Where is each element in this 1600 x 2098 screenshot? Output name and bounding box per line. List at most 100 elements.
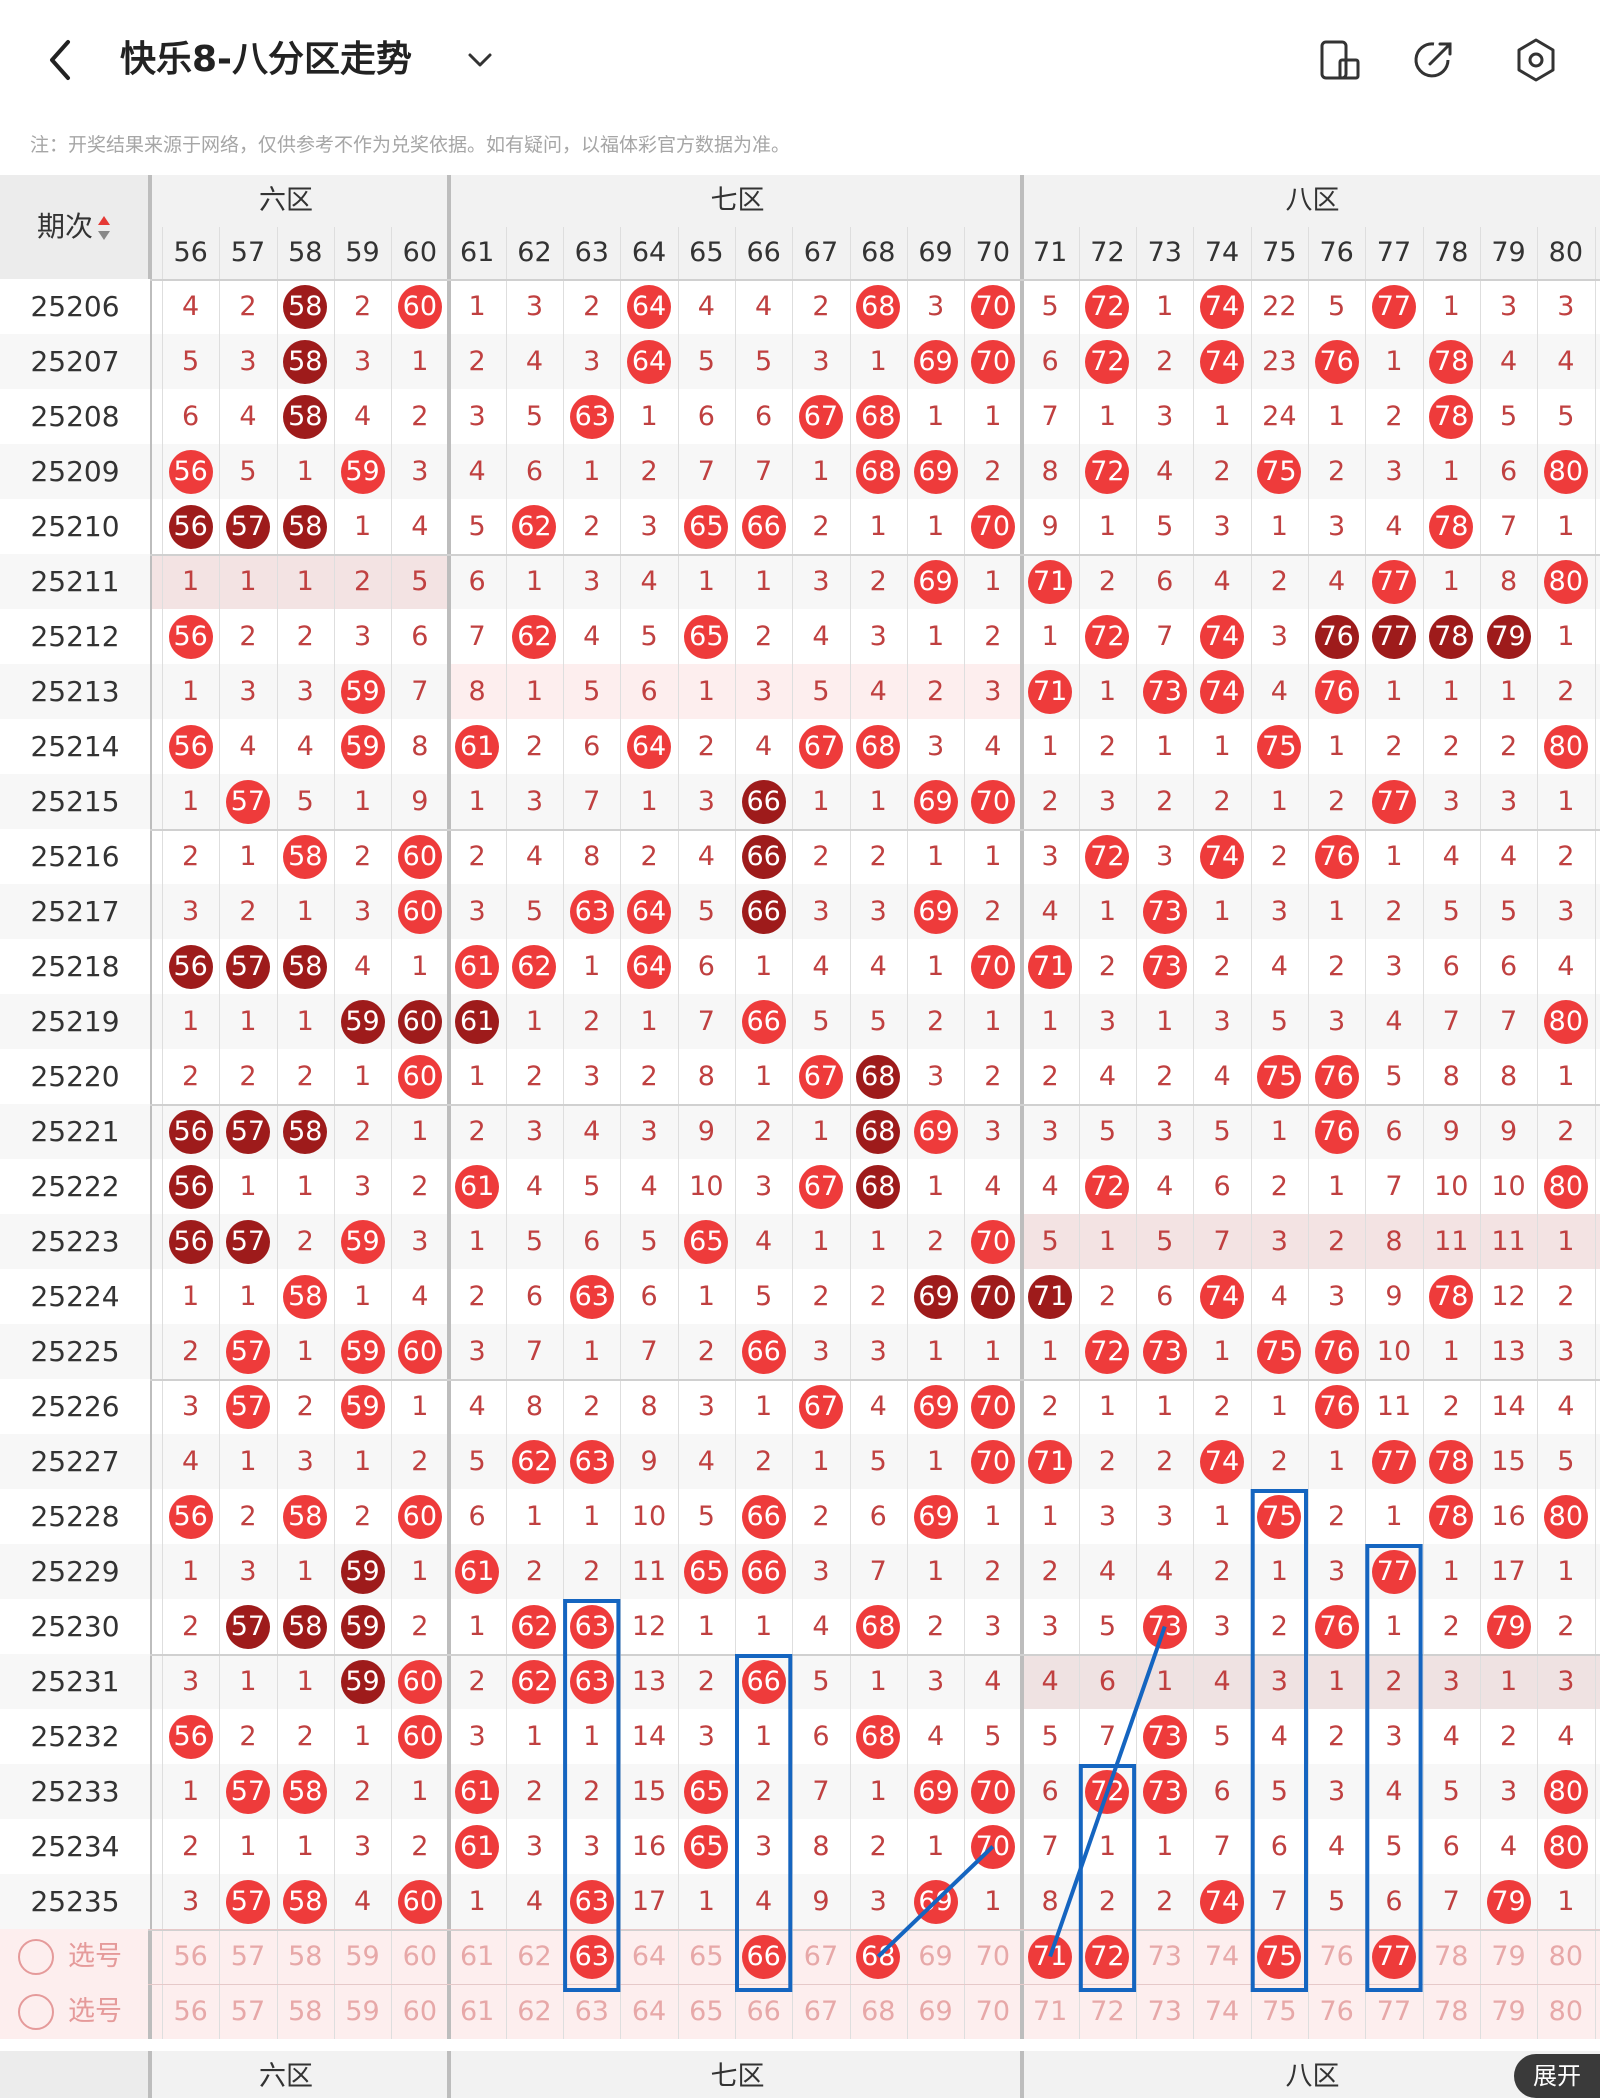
selectable-ball[interactable]: 64 [631,1941,667,1972]
missing-count: 3 [1098,1006,1117,1037]
selectable-ball[interactable]: 58 [288,1996,323,2027]
period-header[interactable]: 期次 [0,205,148,249]
share-icon[interactable] [1408,34,1460,86]
selectable-ball[interactable]: 56 [173,1996,208,2027]
selectable-ball[interactable]: 61 [459,1996,495,2027]
selectable-ball[interactable]: 62 [517,1941,552,1972]
selectable-ball[interactable]: 60 [402,1996,438,2027]
selectable-ball[interactable]: 78 [1434,1996,1469,2027]
missing-count: 2 [583,1556,601,1587]
selectable-ball[interactable]: 76 [1319,1941,1354,1972]
selectable-ball[interactable]: 65 [689,1941,724,1972]
chevron-down-icon[interactable] [462,42,498,78]
selectable-ball[interactable]: 62 [517,1996,552,2027]
missing-count: 5 [812,1006,830,1037]
selectable-ball-selected[interactable]: 71 [1028,1934,1073,1979]
selectable-ball[interactable]: 79 [1491,1996,1526,2027]
selectable-ball[interactable]: 79 [1491,1941,1526,1972]
missing-count: 8 [640,1391,658,1422]
missing-count: 2 [1156,786,1174,817]
selectable-ball[interactable]: 57 [230,1941,266,1972]
period-number: 25214 [0,719,150,774]
expand-button[interactable]: 展开 [1514,2054,1600,2098]
selectable-ball[interactable]: 60 [402,1941,438,1972]
screen-rotate-icon[interactable] [1314,34,1366,86]
selectable-ball[interactable]: 64 [631,1996,667,2027]
selectable-ball[interactable]: 74 [1204,1941,1240,1972]
selectable-ball[interactable]: 77 [1376,1996,1412,2027]
sort-icon[interactable] [93,210,111,243]
missing-count: 1 [182,1556,200,1587]
missing-count: 7 [1041,401,1059,432]
selectable-ball[interactable]: 59 [345,1941,380,1972]
grid-line-horizontal [0,1654,1600,1656]
missing-count: 4 [1328,1831,1346,1862]
missing-count: 2 [1098,731,1117,762]
selectable-ball-selected[interactable]: 77 [1371,1934,1416,1979]
selectable-ball[interactable]: 69 [918,1996,953,2027]
selectable-ball[interactable]: 73 [1147,1996,1182,2027]
number-ball: 75 [1257,1054,1302,1099]
number-ball: 74 [1200,339,1245,384]
chevron-left-icon[interactable] [36,34,88,86]
missing-count: 5 [525,401,544,432]
missing-count: 10 [689,1171,724,1202]
selectable-ball[interactable]: 75 [1262,1996,1297,2027]
selectable-ball[interactable]: 56 [173,1941,208,1972]
selectable-ball[interactable]: 70 [975,1996,1011,2027]
missing-count: 1 [812,786,830,817]
missing-count: 7 [1499,511,1518,542]
selectable-ball[interactable]: 69 [918,1941,953,1972]
missing-count: 2 [1442,1391,1460,1422]
missing-count: 1 [1557,511,1575,542]
selectable-ball[interactable]: 65 [689,1996,724,2027]
selectable-ball[interactable]: 80 [1548,1941,1584,1972]
radio-circle-icon[interactable] [18,1994,54,2030]
number-ball: 62 [512,504,557,549]
selectable-ball-selected[interactable]: 72 [1085,1934,1130,1979]
selectable-ball[interactable]: 67 [803,1996,839,2027]
missing-count: 3 [583,1061,601,1092]
missing-count: 6 [697,951,715,982]
selectable-ball[interactable]: 78 [1434,1941,1469,1972]
selectable-ball[interactable]: 73 [1147,1941,1182,1972]
missing-count: 6 [1499,951,1518,982]
selectable-ball[interactable]: 70 [975,1941,1011,1972]
select-row-label[interactable]: 选号 [0,1929,148,1984]
selectable-ball[interactable]: 57 [230,1996,266,2027]
selectable-ball[interactable]: 67 [803,1941,839,1972]
selectable-ball[interactable]: 80 [1548,1996,1584,2027]
missing-count: 1 [1385,676,1403,707]
settings-icon[interactable] [1510,34,1562,86]
missing-count: 10 [631,1501,667,1532]
selectable-ball[interactable]: 61 [459,1941,495,1972]
selectable-ball-selected[interactable]: 63 [569,1934,614,1979]
selectable-ball[interactable]: 71 [1032,1996,1068,2027]
missing-count: 5 [525,896,544,927]
selectable-ball[interactable]: 58 [288,1941,323,1972]
selectable-ball-selected[interactable]: 68 [856,1934,901,1979]
selectable-ball-selected[interactable]: 66 [741,1934,786,1979]
missing-count: 4 [755,291,773,322]
selectable-ball[interactable]: 74 [1204,1996,1240,2027]
missing-count: 4 [1213,566,1231,597]
missing-count: 4 [812,1611,830,1642]
selectable-ball[interactable]: 59 [345,1996,380,2027]
page-title[interactable]: 快乐8-八分区走势 [120,39,412,80]
selectable-ball[interactable]: 63 [574,1996,609,2027]
selectable-ball[interactable]: 72 [1090,1996,1125,2027]
missing-count: 4 [812,621,830,652]
missing-count: 3 [1156,401,1174,432]
period-number: 25223 [0,1214,150,1269]
missing-count: 3 [1557,1666,1575,1697]
selectable-ball-selected[interactable]: 75 [1257,1934,1302,1979]
selectable-ball[interactable]: 66 [746,1996,781,2027]
selectable-ball[interactable]: 76 [1319,1996,1354,2027]
missing-count: 3 [1499,291,1518,322]
missing-count: 1 [239,1281,257,1312]
missing-count: 2 [1270,1611,1288,1642]
radio-circle-icon[interactable] [18,1939,54,1975]
missing-count: 11 [1434,1226,1469,1257]
select-row-label[interactable]: 选号 [0,1984,148,2039]
selectable-ball[interactable]: 68 [861,1996,896,2027]
